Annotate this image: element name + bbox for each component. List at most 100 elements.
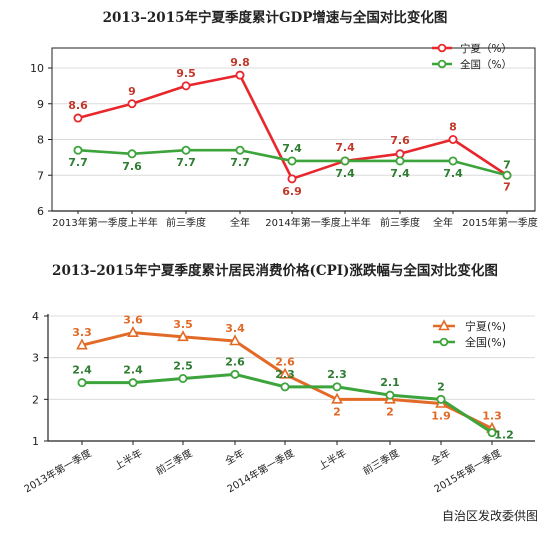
gdp-ningxia-point xyxy=(448,134,458,144)
cpi-ytick-label: 3 xyxy=(32,352,39,365)
gdp-xtick-label: 2015年第一季度 xyxy=(462,216,537,229)
gdp-national-data-label: 7.4 xyxy=(335,167,355,180)
gdp-ytick-label: 6 xyxy=(37,205,44,218)
cpi-legend-marker xyxy=(439,337,449,347)
gdp-national-data-label: 7.7 xyxy=(230,156,250,169)
cpi-national-data-label: 2.3 xyxy=(275,368,295,381)
gdp-xtick-label: 前三季度 xyxy=(166,216,206,229)
gdp-xtick-label: 2014年第一季度上半年 xyxy=(265,216,370,229)
cpi-national-data-label: 2.4 xyxy=(123,364,143,377)
gdp-national-data-label: 7.7 xyxy=(176,156,196,169)
cpi-xtick-label: 全年 xyxy=(223,446,247,467)
cpi-xtick-label: 上半年 xyxy=(316,446,348,472)
gdp-ningxia-data-label: 9 xyxy=(128,85,136,98)
cpi-legend-marker xyxy=(438,319,450,331)
cpi-national-data-label: 2.6 xyxy=(225,355,245,368)
gdp-xtick-label: 前三季度 xyxy=(380,216,420,229)
cpi-ningxia-data-label: 3.5 xyxy=(173,318,193,331)
gdp-national-data-label: 7.6 xyxy=(122,160,142,173)
gdp-legend-marker xyxy=(437,59,447,69)
cpi-national-data-label: 2 xyxy=(437,380,445,393)
gdp-ytick-label: 9 xyxy=(37,98,44,111)
gdp-ningxia-data-label: 6.9 xyxy=(282,185,302,198)
gdp-xtick-label: 2013年第一季度上半年 xyxy=(52,216,157,229)
gdp-national-point xyxy=(127,149,137,159)
gdp-ningxia-data-label: 8 xyxy=(449,121,457,134)
gdp-legend-marker xyxy=(437,43,447,53)
cpi-chart-title: 2013–2015年宁夏季度累计居民消费价格(CPI)涨跌幅与全国对比变化图 xyxy=(52,262,498,279)
gdp-national-point xyxy=(287,156,297,166)
gdp-ningxia-point xyxy=(127,99,137,109)
gdp-ningxia-point xyxy=(287,174,297,184)
cpi-national-point xyxy=(332,382,342,392)
cpi-xtick-label: 上半年 xyxy=(112,446,144,472)
cpi-ningxia-point xyxy=(229,334,241,346)
gdp-national-point xyxy=(448,156,458,166)
cpi-ningxia-data-label: 3.6 xyxy=(123,314,143,327)
cpi-ningxia-point xyxy=(331,392,343,404)
cpi-ytick-label: 2 xyxy=(32,393,39,406)
gdp-national-data-label: 7.7 xyxy=(68,156,88,169)
gdp-ningxia-data-label: 9.8 xyxy=(230,56,250,69)
gdp-national-point xyxy=(181,145,191,155)
source-note: 自治区发改委供图 xyxy=(441,509,538,523)
cpi-ningxia-point xyxy=(127,325,139,337)
gdp-legend-national: 全国（%） xyxy=(460,58,512,71)
gdp-ningxia-data-label: 8.6 xyxy=(68,99,88,112)
gdp-ningxia-point xyxy=(235,70,245,80)
gdp-ytick-label: 8 xyxy=(37,134,44,147)
cpi-ningxia-data-label: 2 xyxy=(386,405,394,418)
gdp-ytick-label: 10 xyxy=(30,62,44,75)
gdp-legend-ningxia: 宁夏（%） xyxy=(460,42,512,55)
gdp-national-data-label: 7 xyxy=(503,158,511,171)
gdp-ningxia-point xyxy=(395,149,405,159)
gdp-xtick-label: 全年 xyxy=(230,216,250,229)
cpi-xtick-label: 2013年第一季度 xyxy=(22,446,94,495)
cpi-ningxia-data-label: 1.3 xyxy=(482,410,502,423)
gdp-national-point xyxy=(235,145,245,155)
gdp-national-data-label: 7.4 xyxy=(443,167,463,180)
gdp-national-data-label: 7.4 xyxy=(390,167,410,180)
gdp-chart-title: 2013–2015年宁夏季度累计GDP增速与全国对比变化图 xyxy=(103,9,448,26)
cpi-ytick-label: 1 xyxy=(32,435,39,448)
cpi-xtick-label: 前三季度 xyxy=(360,446,401,477)
cpi-ningxia-data-label: 3.3 xyxy=(72,326,92,339)
cpi-xtick-label: 全年 xyxy=(429,446,453,467)
cpi-national-point xyxy=(77,378,87,388)
cpi-national-point xyxy=(487,428,497,438)
cpi-ningxia-data-label: 2 xyxy=(333,405,341,418)
cpi-legend-ningxia: 宁夏(%) xyxy=(465,319,506,333)
gdp-national-point xyxy=(73,145,83,155)
cpi-ningxia-data-label: 1.9 xyxy=(431,410,451,423)
cpi-national-data-label: 2.5 xyxy=(173,360,193,373)
cpi-national-point xyxy=(280,382,290,392)
cpi-ytick-label: 4 xyxy=(32,310,39,323)
cpi-national-point xyxy=(230,369,240,379)
cpi-national-data-label: 2.3 xyxy=(327,368,347,381)
gdp-xtick-label: 全年 xyxy=(433,216,453,229)
cpi-national-data-label: 2.4 xyxy=(72,364,92,377)
gdp-ningxia-point xyxy=(181,81,191,91)
cpi-national-point xyxy=(178,373,188,383)
cpi-ningxia-point xyxy=(76,338,88,350)
gdp-ningxia-data-label: 7 xyxy=(503,180,511,193)
gdp-ningxia-data-label: 7.4 xyxy=(335,141,355,154)
gdp-ytick-label: 7 xyxy=(37,169,44,182)
cpi-ningxia-data-label: 3.4 xyxy=(225,322,245,335)
cpi-national-point xyxy=(436,394,446,404)
cpi-ningxia-data-label: 2.6 xyxy=(275,355,295,368)
cpi-ningxia-point xyxy=(279,367,291,379)
cpi-national-data-label: 2.1 xyxy=(380,376,400,389)
gdp-national-point xyxy=(502,170,512,180)
cpi-legend-national: 全国(%) xyxy=(465,335,506,349)
gdp-national-point xyxy=(340,156,350,166)
cpi-xtick-label: 前三季度 xyxy=(153,446,194,477)
gdp-national-point xyxy=(395,156,405,166)
cpi-national-data-label: 1.2 xyxy=(494,429,514,442)
cpi-national-point xyxy=(385,390,395,400)
gdp-ningxia-data-label: 7.6 xyxy=(390,134,410,147)
gdp-ningxia-data-label: 9.5 xyxy=(176,67,196,80)
